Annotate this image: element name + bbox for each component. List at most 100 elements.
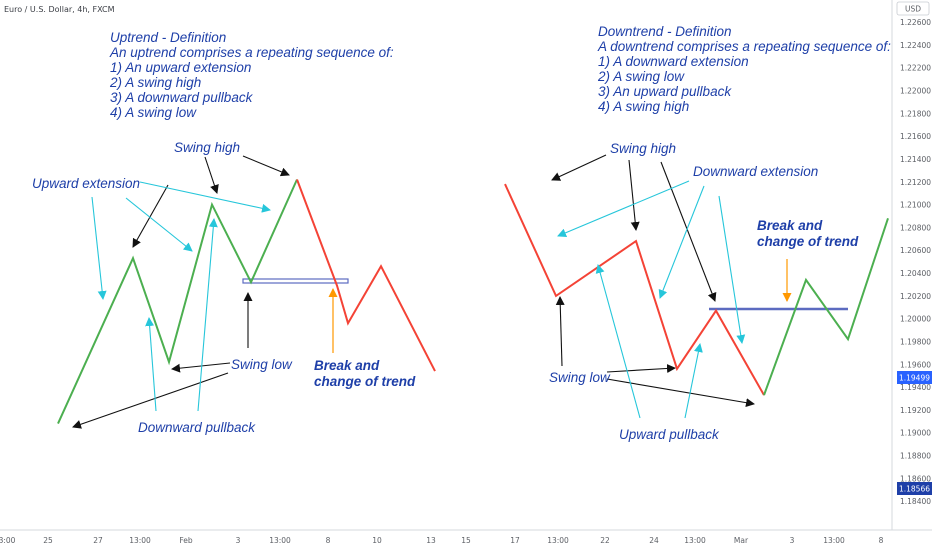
label-break-1-line1: Break and	[314, 358, 380, 373]
label-swing-low-2: Swing low	[549, 370, 611, 385]
price-axis[interactable]: 1.22600 1.22400 1.22200 1.22000 1.21800 1.216…	[900, 18, 931, 506]
uptrend-title: Uptrend - Definition	[110, 30, 226, 45]
arrow-swing-low-2b	[606, 363, 676, 373]
label-swing-low-1: Swing low	[231, 357, 293, 372]
label-break-2-line1: Break and	[757, 218, 823, 233]
uptrend-item-1: 1) An upward extension	[110, 60, 251, 75]
price-tick-label: 1.20000	[900, 315, 931, 324]
price-tick-label: 1.18600	[900, 474, 931, 483]
time-tick-label: 10	[372, 536, 382, 545]
time-tick-label: 13:00	[269, 536, 291, 545]
arrow-down-pull-b	[197, 218, 218, 412]
price-tick-label: 1.21600	[900, 132, 931, 141]
price-tick-label: 1.19400	[900, 383, 931, 392]
price-tick-label: 1.18400	[900, 497, 931, 506]
currency-badge[interactable]: USD	[896, 1, 930, 16]
price-tick-label: 1.22200	[900, 64, 931, 73]
price-tick-label: 1.22600	[900, 18, 931, 27]
downtrend-item-3: 3) An upward pullback	[598, 84, 732, 99]
label-upward-pullback: Upward pullback	[619, 427, 720, 442]
downtrend-definition: Downtrend - Definition A downtrend compr…	[597, 24, 891, 114]
price-tick-label: 1.21400	[900, 155, 931, 164]
uptrend-item-2: 2) A swing high	[109, 75, 201, 90]
arrow-upward-ext-b	[125, 197, 193, 252]
label-upward-extension: Upward extension	[32, 176, 140, 191]
downtrend-series-line	[296, 179, 436, 372]
price-tick-label: 1.20600	[900, 246, 931, 255]
svg-text:1.18566: 1.18566	[899, 485, 930, 494]
arrow-swing-high-2c	[660, 161, 717, 302]
price-tick-label: 1.18800	[900, 452, 931, 461]
arrow-upward-ext-a	[91, 196, 107, 300]
time-tick-label: 8	[326, 536, 331, 545]
time-tick-label: 3:00	[0, 536, 16, 545]
time-tick-label: 13:00	[129, 536, 151, 545]
time-tick-label: 25	[43, 536, 53, 545]
downtrend-title: Downtrend - Definition	[598, 24, 732, 39]
uptrend-item-4: 4) A swing low	[110, 105, 197, 120]
arrow-swing-low-1b	[72, 372, 229, 429]
svg-text:1.19499: 1.19499	[899, 374, 930, 383]
price-tick-label: 1.20200	[900, 292, 931, 301]
time-tick-label: 27	[93, 536, 103, 545]
arrow-swing-high-2b	[628, 159, 640, 231]
price-tick-label: 1.20400	[900, 269, 931, 278]
time-tick-label: 3	[790, 536, 795, 545]
arrow-swing-high-2a	[551, 154, 607, 181]
arrow-swing-high-1c	[242, 155, 290, 177]
black-arrows	[72, 154, 755, 429]
price-tag-current[interactable]: 1.19499	[897, 371, 932, 384]
label-downward-pullback: Downward pullback	[138, 420, 256, 435]
uptrend-series-line	[763, 217, 889, 396]
arrow-swing-high-1b	[204, 156, 219, 194]
time-tick-label: 13	[426, 536, 436, 545]
time-tick-label: Feb	[179, 536, 193, 545]
price-tick-label: 1.19800	[900, 337, 931, 346]
time-tick-label: 22	[600, 536, 610, 545]
price-tick-label: 1.19200	[900, 406, 931, 415]
arrow-up-pull-b	[684, 343, 703, 419]
price-tick-label: 1.20800	[900, 223, 931, 232]
arrow-down-ext-a	[557, 180, 690, 238]
time-tick-label: 3	[236, 536, 241, 545]
price-tick-label: 1.19000	[900, 429, 931, 438]
price-tick-label: 1.22000	[900, 87, 931, 96]
downtrend-intro: A downtrend comprises a repeating sequen…	[597, 39, 891, 54]
orange-arrows	[328, 259, 792, 353]
price-tick-label: 1.22400	[900, 41, 931, 50]
arrow-down-pull-a	[145, 317, 157, 412]
uptrend-definition: Uptrend - Definition An uptrend comprise…	[109, 30, 394, 120]
time-axis[interactable]: 3:00 25 27 13:00 Feb 3 13:00 8 10 13 15 17 13:00 22 24…	[0, 536, 884, 545]
downtrend-item-4: 4) A swing high	[598, 99, 689, 114]
time-tick-label: 13:00	[547, 536, 569, 545]
uptrend-item-3: 3) A downward pullback	[110, 90, 254, 105]
price-tick-label: 1.19600	[900, 360, 931, 369]
time-tick-label: 17	[510, 536, 520, 545]
arrow-down-ext-b	[658, 185, 705, 299]
price-series	[57, 179, 889, 425]
arrow-swing-low-2c	[606, 378, 755, 408]
cyan-arrows	[91, 180, 746, 419]
price-tick-label: 1.21000	[900, 201, 931, 210]
label-break-2-line2: change of trend	[757, 234, 859, 249]
svg-text:USD: USD	[905, 5, 921, 14]
arrow-down-ext-c	[718, 195, 746, 344]
arrow-upward-ext-c	[139, 181, 271, 213]
price-tag-secondary[interactable]: 1.18566	[897, 482, 932, 495]
label-swing-high-1: Swing high	[174, 140, 240, 155]
arrow-swing-high-1a	[132, 184, 169, 248]
label-downward-extension: Downward extension	[693, 164, 818, 179]
uptrend-intro: An uptrend comprises a repeating sequenc…	[109, 45, 394, 60]
time-tick-label: 15	[461, 536, 471, 545]
price-tick-label: 1.21200	[900, 178, 931, 187]
label-break-1-line2: change of trend	[314, 374, 416, 389]
uptrend-series-line	[57, 179, 298, 425]
arrow-up-pull-a	[595, 264, 641, 419]
arrow-swing-low-2a	[555, 296, 565, 367]
time-tick-label: 13:00	[823, 536, 845, 545]
time-tick-label: 13:00	[684, 536, 706, 545]
downtrend-item-1: 1) A downward extension	[598, 54, 749, 69]
downtrend-series-line	[504, 183, 765, 396]
time-tick-label: Mar	[734, 536, 749, 545]
